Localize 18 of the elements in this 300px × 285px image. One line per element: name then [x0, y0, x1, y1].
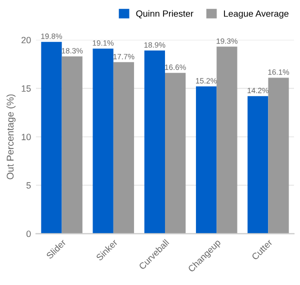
y-tick-label: 20 [22, 36, 31, 44]
y-tick-label: 10 [22, 134, 31, 140]
legend-label: League Average [224, 10, 288, 19]
y-tick-label: 0 [26, 230, 31, 238]
bar [248, 96, 268, 234]
bar [144, 50, 165, 234]
bar [41, 42, 62, 234]
y-axis-title: Out Percentage (%) [6, 94, 16, 180]
bar [62, 56, 82, 234]
bar [113, 62, 134, 234]
bar [92, 48, 114, 234]
bar [216, 46, 238, 234]
legend-label: Quinn Priester [136, 10, 194, 18]
bar [196, 86, 217, 234]
y-tick-label: 5 [26, 182, 31, 189]
y-tick-label: 15 [22, 85, 31, 92]
bar [268, 78, 289, 234]
bar [165, 72, 186, 234]
